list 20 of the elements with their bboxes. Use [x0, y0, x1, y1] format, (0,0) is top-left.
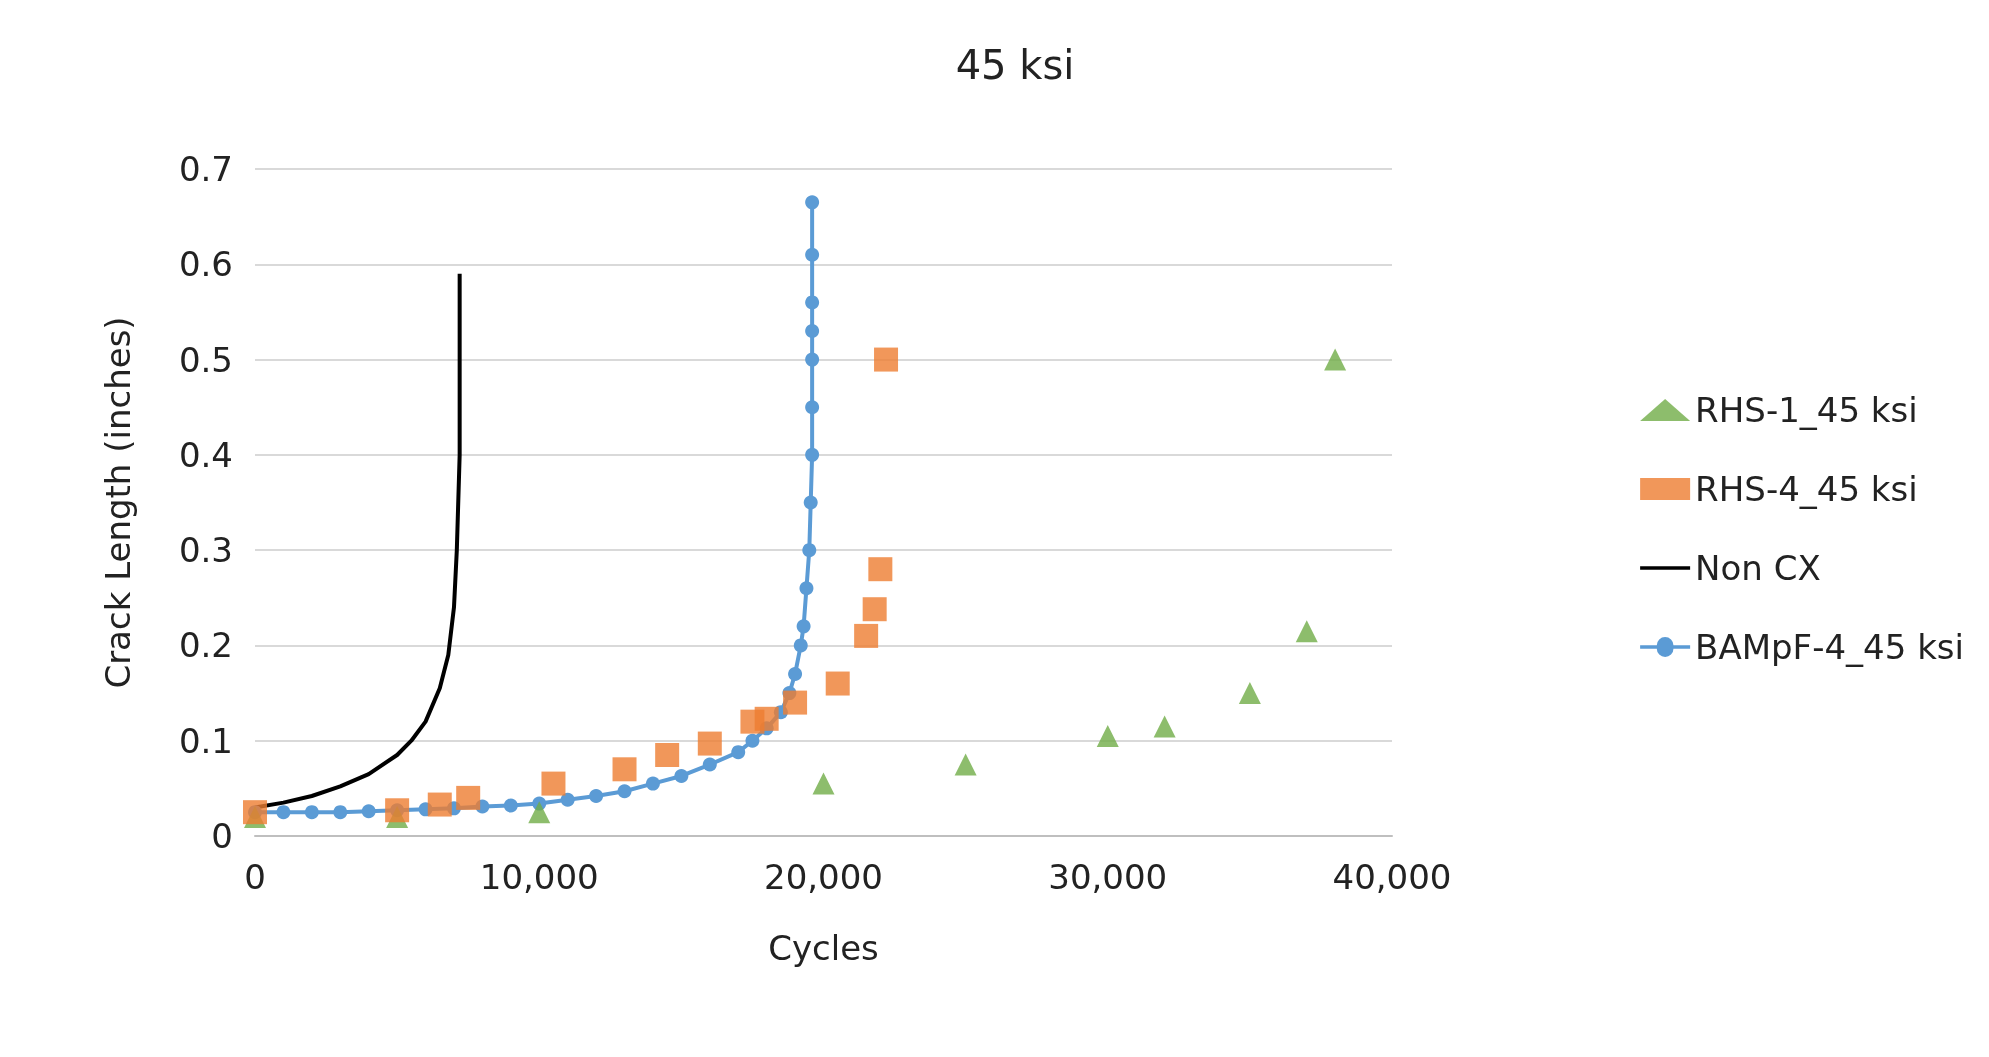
x-tick-label: 20,000	[764, 857, 883, 897]
x-tick-label: 30,000	[1048, 857, 1168, 897]
legend-label: BAMpF-4_45 ksi	[1695, 627, 1965, 667]
y-tick-label: 0.1	[178, 720, 233, 761]
legend-label: RHS-1_45 ksi	[1695, 390, 1918, 430]
x-tick-label: 10,000	[479, 857, 599, 897]
y-tick-label: 0.6	[178, 244, 233, 285]
y-tick-label: 0.5	[178, 339, 233, 380]
y-tick-label: 0.4	[178, 434, 233, 475]
x-axis-title: Cycles	[768, 928, 879, 968]
chart-title: 45 ksi	[955, 42, 1075, 88]
x-tick-label: 40,000	[1332, 857, 1452, 897]
legend-label: RHS-4_45 ksi	[1695, 469, 1918, 509]
x-tick-label: 0	[244, 857, 266, 897]
legend-label: Non CX	[1695, 548, 1821, 588]
y-tick-label: 0.7	[178, 149, 233, 189]
y-tick-label: 0.2	[178, 625, 233, 666]
y-tick-label: 0.3	[178, 530, 233, 571]
y-tick-label: 0	[211, 816, 233, 856]
y-axis-title: Crack Length (inches)	[98, 316, 138, 689]
